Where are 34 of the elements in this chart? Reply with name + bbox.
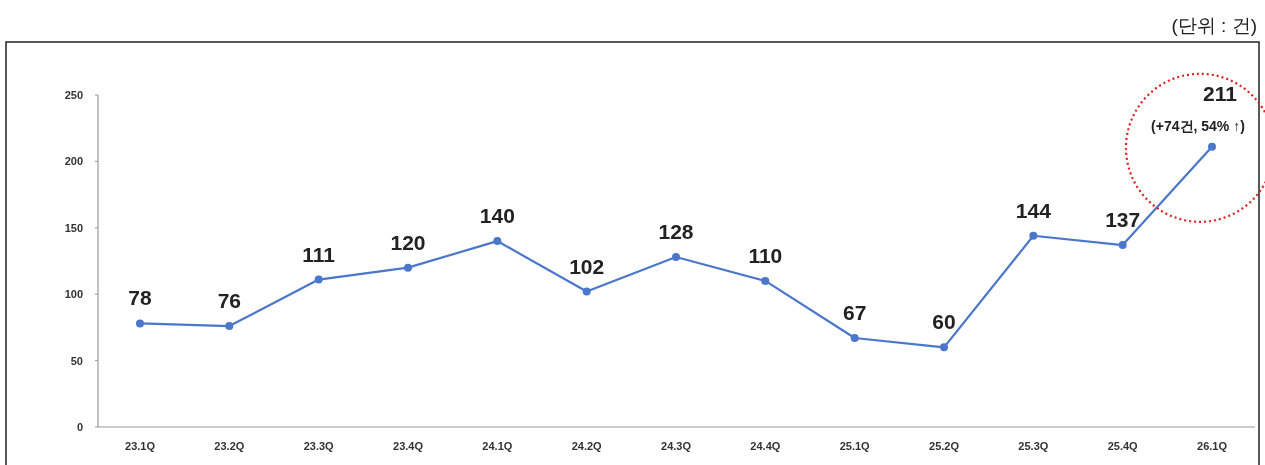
- x-tick-label: 24.3Q: [661, 440, 692, 452]
- data-label: 102: [569, 254, 605, 278]
- x-tick-label: 25.4Q: [1107, 440, 1139, 452]
- x-tick-label: 23.3Q: [303, 440, 335, 452]
- x-tick-label: 24.4Q: [750, 440, 781, 452]
- data-label: 137: [1105, 208, 1141, 232]
- annotation: (+74건, 54% ↑): [1151, 117, 1245, 134]
- x-tick-label: 25.1Q: [839, 440, 871, 452]
- x-tick-label: 23.2Q: [214, 440, 245, 452]
- data-label: 144: [1015, 198, 1052, 222]
- y-tick-label: 200: [64, 155, 83, 168]
- data-label: 111: [302, 242, 336, 266]
- x-tick-label: 26.1Q: [1197, 440, 1228, 452]
- data-label: 140: [479, 204, 515, 228]
- x-tick-label: 24.1Q: [482, 440, 513, 452]
- y-tick-label: 250: [64, 89, 83, 101]
- x-tick-label: 25.2Q: [929, 440, 960, 452]
- data-label: 78: [128, 286, 152, 310]
- data-label: 128: [658, 220, 694, 244]
- y-tick-label: 50: [70, 354, 83, 367]
- x-tick-label: 25.3Q: [1018, 440, 1049, 452]
- x-tick-label: 24.2Q: [571, 440, 603, 452]
- data-label: 110: [748, 243, 783, 267]
- text: (단위 : 건): [1171, 15, 1257, 36]
- x-tick-label: 23.4Q: [393, 440, 424, 452]
- data-label: 76: [217, 289, 242, 313]
- y-tick-label: 150: [64, 221, 83, 234]
- y-tick-label: 0: [76, 421, 83, 433]
- y-tick-label: 100: [64, 288, 83, 301]
- data-label: 211: [1203, 81, 1238, 105]
- data-label: 67: [842, 301, 867, 325]
- data-label: 120: [390, 230, 426, 254]
- data-label: 60: [932, 310, 956, 334]
- x-tick-label: 23.1Q: [125, 440, 156, 452]
